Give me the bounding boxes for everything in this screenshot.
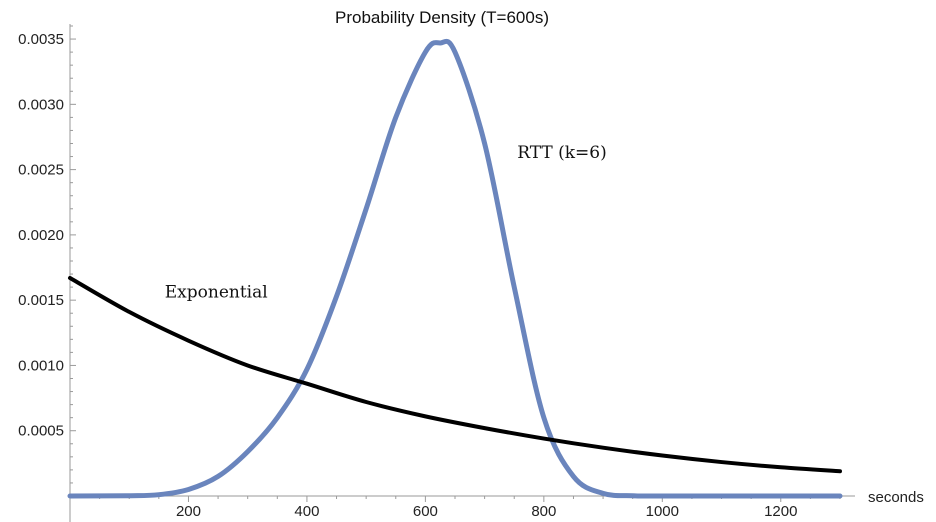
y-tick-label: 0.0030 [18,96,64,113]
rtt-label: RTT (k=6) [517,143,607,163]
annotation-layer: Exponential RTT (k=6) [165,143,607,303]
exponential-label: Exponential [165,283,268,303]
x-tick-label: 800 [531,503,556,520]
x-tick-label: 600 [413,503,438,520]
y-tick-label: 0.0035 [18,31,64,48]
y-tick-label: 0.0005 [18,423,64,440]
y-tick-label: 0.0020 [18,227,64,244]
x-tick-label: 400 [294,503,319,520]
axes: 200 400 600 800 1000 1200 0.0005 0.0010 0.0015 0.… [18,24,855,522]
y-tick-label: 0.0015 [18,292,64,309]
y-tick-label: 0.0010 [18,357,64,374]
x-tick-label: 200 [176,503,201,520]
series-layer [67,38,843,499]
chart-title: Probability Density (T=600s) [335,8,549,27]
exponential-series-line [68,275,842,474]
x-axis-title: seconds [868,489,924,506]
y-tick-label: 0.0025 [18,162,64,179]
x-tick-label: 1200 [764,503,797,520]
x-tick-label: 1000 [646,503,679,520]
rtt-series-line [67,38,843,499]
